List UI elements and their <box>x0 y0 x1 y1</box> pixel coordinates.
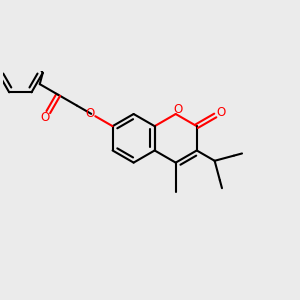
Text: O: O <box>216 106 225 119</box>
Text: O: O <box>173 103 182 116</box>
Text: O: O <box>85 107 95 120</box>
Text: O: O <box>40 111 50 124</box>
